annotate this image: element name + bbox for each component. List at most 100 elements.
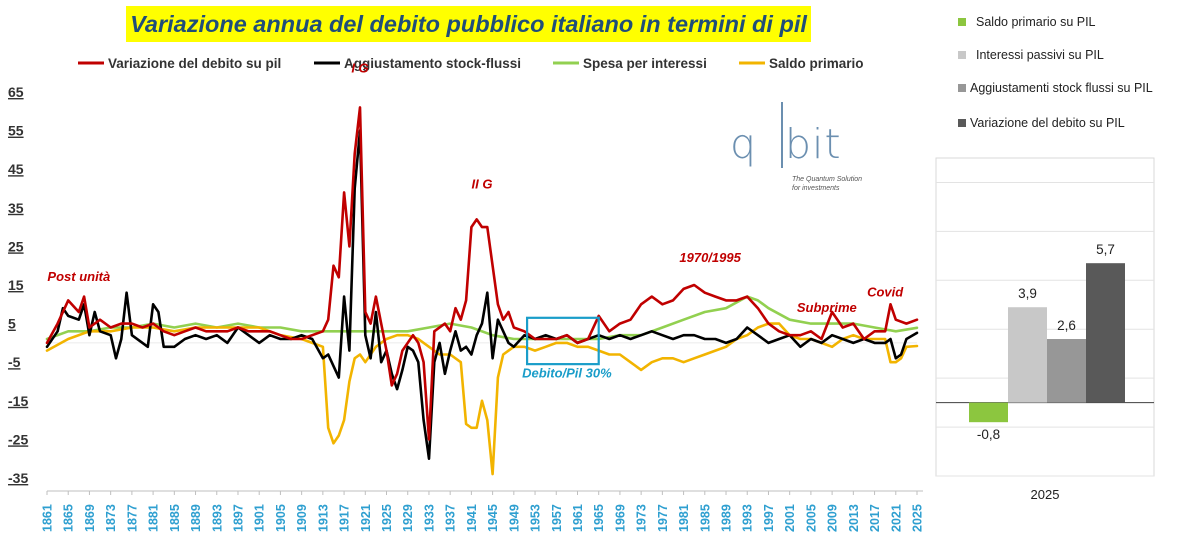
legend-label: Variazione del debito su pil [108, 56, 281, 71]
logo-mark-left: q [730, 120, 758, 168]
x-tick-label: 1981 [677, 504, 691, 532]
side-legend-item: Aggiustamenti stock flussi su PIL [958, 81, 1153, 95]
highlight-box [525, 316, 600, 366]
x-tick-label: 1945 [486, 504, 500, 532]
y-tick-label: 35 [8, 200, 24, 216]
y-tick-label: 25 [8, 238, 24, 254]
x-tick-label: 1917 [338, 504, 352, 532]
bar [969, 402, 1008, 423]
bar-data-label: 2,6 [1057, 318, 1076, 333]
x-tick-label: 1941 [465, 504, 479, 532]
plot-frame [935, 157, 1155, 477]
side-legend-item: Saldo primario su PIL [958, 15, 1096, 29]
x-tick-label: 1921 [359, 504, 373, 532]
bar-data-label: 3,9 [1018, 286, 1037, 301]
x-tick-label: 1861 [41, 504, 55, 532]
x-tick-label: 1865 [62, 504, 76, 532]
y-tick-label: -35 [8, 470, 28, 486]
x-tick-label: 1893 [210, 504, 224, 532]
x-tick-label: 1873 [104, 504, 118, 532]
logo-mark: q bit [730, 120, 842, 168]
y-tick-label: 55 [8, 123, 24, 139]
x-tick-label: 2017 [868, 504, 882, 532]
annotation-label: Post unità [47, 269, 110, 284]
legend-swatch [958, 50, 966, 59]
bar [1008, 307, 1047, 403]
bar [1047, 339, 1086, 403]
series-line [45, 129, 919, 460]
y-tick-label: 15 [8, 277, 24, 293]
x-tick-label: 1901 [253, 504, 267, 532]
annotation-label: 1970/1995 [679, 250, 741, 265]
y-tick-label: 45 [8, 161, 24, 177]
x-tick-label: 1937 [444, 504, 458, 532]
x-tick-label: 1909 [295, 504, 309, 532]
x-tick-label: 2025 [1031, 487, 1060, 502]
logo-mark-right: bit [785, 120, 842, 168]
x-tick-label: 1997 [762, 504, 776, 532]
x-tick-label: 1985 [698, 504, 712, 532]
x-tick-label: 1949 [507, 504, 521, 532]
x-tick-label: 1897 [231, 504, 245, 532]
logo-tagline-2: for investments [792, 185, 840, 192]
series-line [45, 106, 919, 441]
legend-swatch [958, 17, 966, 26]
side-legend-label: Variazione del debito su PIL [970, 116, 1125, 130]
chart-title: Variazione annua del debito pubblico ita… [130, 11, 807, 37]
x-tick-label: 1961 [571, 504, 585, 532]
x-tick-label: 1953 [529, 504, 543, 532]
x-tick-label: 1877 [125, 504, 139, 532]
x-tick-label: 1957 [550, 504, 564, 532]
y-tick-label: -5 [8, 354, 21, 370]
bar-data-label: 5,7 [1096, 242, 1115, 257]
bar-data-label: -0,8 [977, 427, 1000, 442]
logo-tagline-1: The Quantum Solution [792, 176, 863, 183]
x-tick-label: 1977 [656, 504, 670, 532]
y-tick-label: -25 [8, 431, 28, 447]
legend-label: Aggiustamento stock-flussi [344, 56, 521, 71]
series-line [45, 295, 919, 341]
legend-label: Saldo primario [769, 56, 864, 71]
bar [1086, 263, 1125, 403]
x-tick-label: 1965 [592, 504, 606, 532]
x-tick-label: 1929 [401, 504, 415, 532]
x-tick-label: 2013 [847, 504, 861, 532]
x-tick-label: 1993 [741, 504, 755, 532]
x-tick-label: 1885 [168, 504, 182, 532]
side-legend-label: Interessi passivi su PIL [976, 48, 1104, 62]
x-tick-label: 2009 [826, 504, 840, 532]
annotation-label: Debito/Pil 30% [522, 366, 612, 381]
x-tick-label: 1869 [83, 504, 97, 532]
y-tick-label: 65 [8, 84, 24, 100]
y-tick-label: -15 [8, 393, 28, 409]
x-tick-label: 2025 [911, 504, 925, 532]
x-tick-label: 2005 [804, 504, 818, 532]
x-tick-label: 1913 [316, 504, 330, 532]
x-tick-label: 1969 [613, 504, 627, 532]
x-tick-label: 1881 [147, 504, 161, 532]
series-line [45, 322, 919, 476]
annotation-label: II G [472, 177, 493, 192]
x-tick-label: 2021 [889, 504, 903, 532]
side-legend-label: Aggiustamenti stock flussi su PIL [970, 81, 1153, 95]
x-tick-label: 1933 [422, 504, 436, 532]
x-tick-label: 1889 [189, 504, 203, 532]
x-tick-label: 2001 [783, 504, 797, 532]
logo-divider [781, 102, 783, 168]
annotation-label: I G [351, 61, 368, 76]
side-legend-label: Saldo primario su PIL [976, 15, 1096, 29]
company-logo: q bit The Quantum Solution for investment… [712, 92, 918, 192]
x-tick-label: 1925 [380, 504, 394, 532]
y-tick-label: 5 [8, 316, 16, 332]
x-tick-label: 1905 [274, 504, 288, 532]
x-tick-label: 1973 [635, 504, 649, 532]
side-legend-item: Interessi passivi su PIL [958, 48, 1104, 62]
annotation-label: Subprime [797, 300, 857, 315]
annotation-label: Covid [867, 285, 904, 300]
legend-swatch [958, 83, 966, 92]
chart-title-box: Variazione annua del debito pubblico ita… [126, 6, 811, 42]
legend-label: Spesa per interessi [583, 56, 707, 71]
x-tick-label: 1989 [720, 504, 734, 532]
legend-swatch [958, 118, 966, 127]
main-line-chart: 65 55 45 35 25 15 5 -5 -15 -25 -35 1861 1865 1869 1873… [8, 56, 925, 532]
